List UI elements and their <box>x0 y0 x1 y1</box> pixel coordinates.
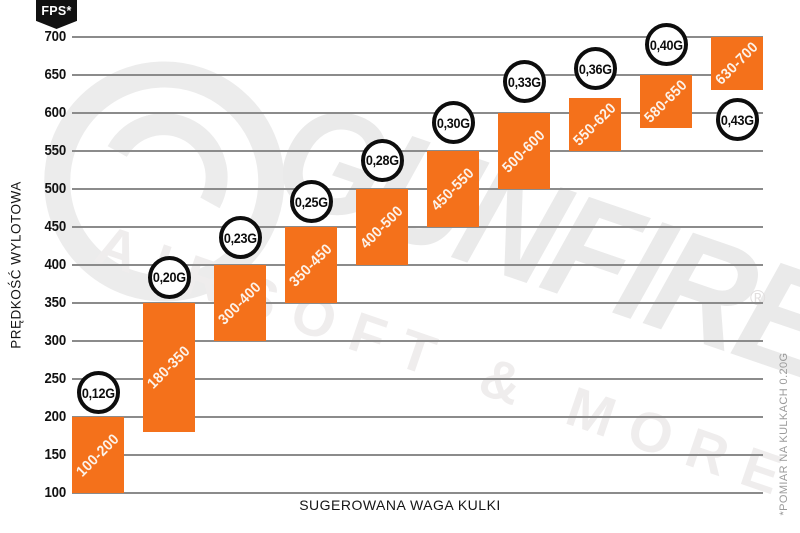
bar-180-350: 180-350 <box>143 303 195 433</box>
y-axis-title: PRĘDKOŚĆ WYLOTOWA <box>8 181 24 349</box>
weight-badge-label: 0,28G <box>365 152 399 169</box>
y-tick-label-550: 550 <box>44 142 66 159</box>
bar-range-label: 400-500 <box>357 202 407 252</box>
bar-range-label: 100-200 <box>73 430 123 480</box>
bar-range-label: 580-650 <box>641 76 691 127</box>
weight-badge-label: 0,43G <box>720 111 754 128</box>
weight-badge-label: 0,12G <box>81 384 115 401</box>
weight-badge-label: 0,33G <box>507 73 541 90</box>
bar-500-600: 500-600 <box>498 113 550 189</box>
bar-450-550: 450-550 <box>427 151 479 227</box>
weight-badge-012g: 0,12G <box>76 371 120 415</box>
gridline-550 <box>72 150 763 152</box>
bar-580-650: 580-650 <box>640 75 692 129</box>
weight-badge-label: 0,23G <box>223 229 257 246</box>
x-axis-title: SUGEROWANA WAGA KULKI <box>299 497 501 513</box>
weight-badge-030g: 0,30G <box>431 101 475 145</box>
gridline-250 <box>72 378 763 380</box>
bar-350-450: 350-450 <box>285 227 337 303</box>
bar-range-label: 180-350 <box>144 342 194 393</box>
bar-630-700: 630-700 <box>711 37 763 91</box>
y-tick-label-400: 400 <box>44 256 66 273</box>
y-tick-label-350: 350 <box>44 294 66 311</box>
gridline-600 <box>72 112 763 114</box>
gridline-700 <box>72 36 763 38</box>
y-tick-label-600: 600 <box>44 104 66 121</box>
footnote-measurement-note: *POMIAR NA KULKACH 0.20G <box>778 352 790 516</box>
bar-range-label: 350-450 <box>286 240 336 290</box>
weight-badge-label: 0,20G <box>152 269 186 286</box>
weight-badge-036g: 0,36G <box>573 47 617 91</box>
bar-100-200: 100-200 <box>72 417 124 493</box>
y-tick-label-100: 100 <box>44 484 66 501</box>
weight-badge-040g: 0,40G <box>644 23 688 67</box>
weight-badge-025g: 0,25G <box>289 180 333 224</box>
bar-550-620: 550-620 <box>569 97 621 151</box>
y-tick-label-450: 450 <box>44 218 66 235</box>
bar-300-400: 300-400 <box>214 265 266 341</box>
bar-range-label: 550-620 <box>570 99 620 150</box>
gridline-350 <box>72 302 763 304</box>
y-tick-label-250: 250 <box>44 370 66 387</box>
gridline-100 <box>72 492 763 494</box>
weight-badge-033g: 0,33G <box>502 60 546 104</box>
registered-trademark-icon: ® <box>750 287 766 310</box>
gridline-300 <box>72 340 763 342</box>
gridline-150 <box>72 454 763 456</box>
y-tick-label-200: 200 <box>44 408 66 425</box>
weight-badge-023g: 0,23G <box>218 216 262 260</box>
y-tick-label-500: 500 <box>44 180 66 197</box>
weight-badge-label: 0,30G <box>436 114 470 131</box>
weight-badge-label: 0,36G <box>578 60 612 77</box>
bar-400-500: 400-500 <box>356 189 408 265</box>
bar-range-label: 300-400 <box>215 278 265 328</box>
gridline-500 <box>72 188 763 190</box>
y-tick-label-700: 700 <box>44 28 66 45</box>
weight-badge-020g: 0,20G <box>147 255 191 299</box>
gridline-650 <box>72 74 763 76</box>
gridline-400 <box>72 264 763 266</box>
weight-badge-label: 0,40G <box>649 36 683 53</box>
weight-badge-label: 0,25G <box>294 193 328 210</box>
y-tick-label-150: 150 <box>44 446 66 463</box>
weight-badge-028g: 0,28G <box>360 138 404 182</box>
y-tick-label-650: 650 <box>44 66 66 83</box>
bar-range-label: 500-600 <box>499 126 549 176</box>
bar-range-label: 630-700 <box>712 38 762 89</box>
gridline-450 <box>72 226 763 228</box>
gridline-200 <box>72 416 763 418</box>
weight-badge-043g: 0,43G <box>715 98 759 142</box>
bar-range-label: 450-550 <box>428 164 478 214</box>
y-tick-label-300: 300 <box>44 332 66 349</box>
